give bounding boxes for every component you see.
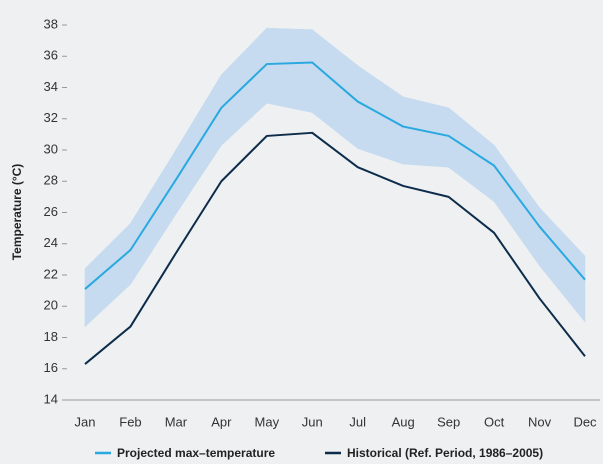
x-tick-label: Feb [119,414,141,429]
legend-label: Projected max–temperature [117,446,275,460]
line [84,131,586,365]
range-band [539,207,586,323]
y-tick-label: 24 [44,235,58,250]
x-tick-label: Aug [392,414,415,429]
line [84,61,586,290]
y-tick-label: 34 [44,79,58,94]
x-tick-label: Jun [302,414,323,429]
y-tick-label: 14 [44,391,58,406]
y-tick-label: 16 [44,360,58,375]
y-tick-label: 32 [44,110,58,125]
x-tick-label: May [255,414,280,429]
x-tick-label: Nov [528,414,552,429]
legend-label: Historical (Ref. Period, 1986–2005) [347,446,543,460]
x-tick-label: Jan [75,414,96,429]
y-tick-label: 28 [44,173,58,188]
x-tick-label: Dec [573,414,597,429]
x-tick-label: Oct [484,414,505,429]
y-tick-label: 30 [44,141,58,156]
x-tick-label: Jul [349,414,366,429]
y-tick-label: 38 [44,16,58,31]
x-tick-label: Apr [211,414,232,429]
x-tick-label: Sep [437,414,460,429]
y-tick-label: 20 [44,298,58,313]
y-tick-label: 36 [44,48,58,63]
y-tick-label: 22 [44,266,58,281]
y-tick-label: 18 [44,329,58,344]
range-band [266,27,313,113]
y-tick-label: 26 [44,204,58,219]
x-tick-label: Mar [165,414,188,429]
y-axis-title: Temperature (°C) [10,164,24,261]
